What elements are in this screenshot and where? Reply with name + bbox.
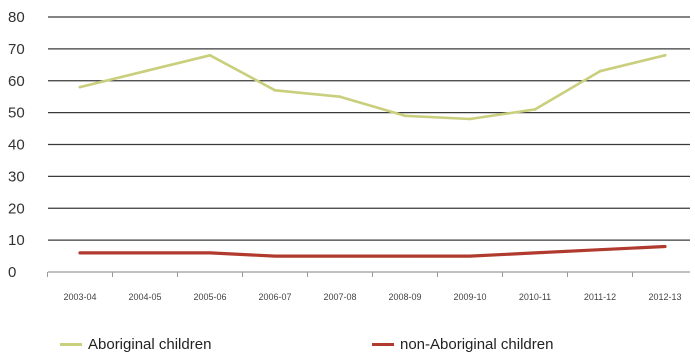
y-tick-label: 50 xyxy=(8,105,25,122)
legend-swatch-non-aboriginal xyxy=(372,343,394,346)
x-tick-label: 2008-09 xyxy=(388,292,421,302)
x-tick-label: 2010-11 xyxy=(519,292,551,302)
x-axis xyxy=(47,271,690,277)
data-point xyxy=(208,53,212,57)
data-point xyxy=(78,85,82,89)
legend-swatch-aboriginal xyxy=(60,343,82,346)
legend-item-aboriginal: Aboriginal children xyxy=(60,336,211,353)
data-point xyxy=(533,108,537,111)
legend-item-non-aboriginal: non-Aboriginal children xyxy=(372,336,553,353)
y-tick-label: 30 xyxy=(8,168,25,185)
series-lines xyxy=(78,53,667,258)
data-point xyxy=(273,254,277,258)
y-axis-ticks: 0 10 20 30 40 50 60 70 80 xyxy=(8,9,25,281)
x-tick-label: 2007-08 xyxy=(323,292,356,302)
data-point xyxy=(143,69,147,73)
y-tick-label: 70 xyxy=(8,41,25,58)
data-point xyxy=(208,251,212,255)
x-tick-label: 2005-06 xyxy=(193,292,226,302)
series-line-1 xyxy=(78,244,667,258)
data-point xyxy=(143,251,147,255)
data-point xyxy=(598,248,602,252)
data-point xyxy=(598,69,602,73)
x-tick-label: 2011-12 xyxy=(584,292,616,302)
x-tick-label: 2003-04 xyxy=(63,292,96,302)
x-tick-label: 2009-10 xyxy=(453,292,486,302)
y-tick-label: 40 xyxy=(8,137,25,154)
legend-label-non-aboriginal: non-Aboriginal children xyxy=(400,336,554,353)
data-point xyxy=(403,254,407,258)
y-tick-label: 0 xyxy=(8,264,16,281)
data-point xyxy=(78,251,82,255)
data-point xyxy=(338,95,342,99)
data-point xyxy=(338,254,342,258)
data-point xyxy=(468,117,472,121)
data-point xyxy=(468,254,472,258)
x-tick-label: 2006-07 xyxy=(258,292,291,302)
x-tick-label: 2012-13 xyxy=(648,292,681,302)
data-point xyxy=(403,114,407,118)
x-tick-label: 2004-05 xyxy=(128,292,161,302)
data-point xyxy=(663,245,667,248)
data-point xyxy=(533,251,537,255)
y-tick-label: 20 xyxy=(8,200,25,217)
data-point xyxy=(273,88,277,92)
y-tick-label: 60 xyxy=(8,73,25,90)
x-axis-ticks: 2003-04 2004-05 2005-06 2006-07 2007-08 2008-… xyxy=(63,292,681,302)
data-point xyxy=(663,53,667,57)
legend: Aboriginal children non-Aboriginal child… xyxy=(0,336,695,358)
legend-label-aboriginal: Aboriginal children xyxy=(88,336,212,353)
y-tick-label: 80 xyxy=(8,9,25,26)
series-line-0 xyxy=(78,53,667,121)
y-tick-label: 10 xyxy=(8,232,25,249)
grid-lines xyxy=(48,16,690,241)
